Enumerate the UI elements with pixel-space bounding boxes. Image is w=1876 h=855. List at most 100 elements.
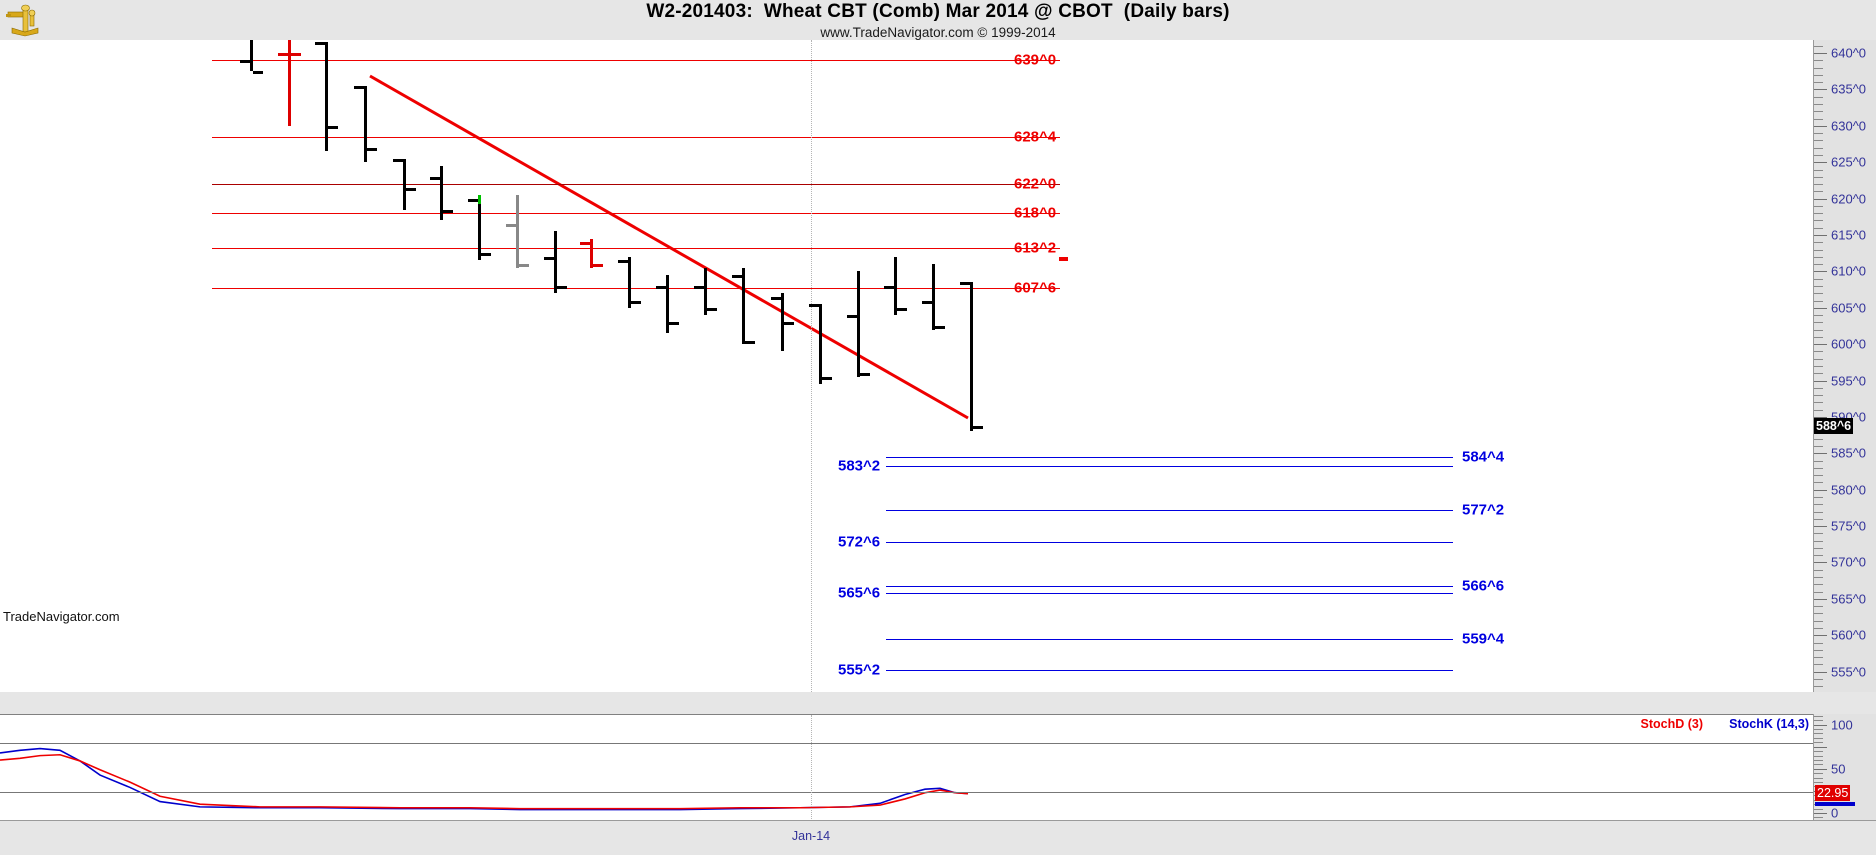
ohlc-bar-range [819, 304, 822, 385]
time-marker-line [811, 715, 813, 821]
stochastic-axis-tick [1814, 746, 1827, 748]
price-axis-tick [1814, 620, 1823, 622]
ohlc-bar-range [403, 158, 406, 210]
ohlc-bar-open-tick [809, 304, 819, 308]
chart-subtitle: www.TradeNavigator.com © 1999-2014 [820, 25, 1056, 40]
stochastic-axis-tick [1814, 817, 1823, 819]
stochastic-axis-tick [1814, 742, 1823, 744]
ohlc-bar-close-tick [784, 322, 794, 326]
price-axis-tick [1814, 380, 1827, 382]
price-axis-tick [1814, 169, 1823, 171]
ohlc-bar-range [970, 282, 973, 432]
price-level-label-red: 618^0 [1014, 204, 1057, 222]
price-axis-tick [1814, 111, 1823, 113]
stochastic-axis[interactable]: 100 50 0 22.95 [1813, 714, 1876, 820]
price-axis-tick [1814, 285, 1823, 287]
price-level-line-red[interactable] [212, 247, 1060, 249]
price-axis-tick [1814, 686, 1823, 688]
stochastic-axis-tick [1814, 733, 1823, 735]
price-level-line-red[interactable] [212, 136, 1060, 138]
ohlc-bar-close-tick [481, 253, 491, 257]
price-level-label-blue-left: 555^2 [838, 661, 881, 679]
price-axis-tick [1814, 140, 1823, 142]
price-axis-tick [1814, 373, 1823, 375]
price-axis-tick [1814, 213, 1823, 215]
price-axis-tick [1814, 518, 1823, 520]
price-level-label-blue-right: 577^2 [1462, 501, 1505, 519]
price-level-line-blue[interactable] [886, 542, 1453, 544]
price-axis-tick [1814, 198, 1827, 200]
price-axis-label: 640^0 [1831, 45, 1867, 61]
price-axis-label: 560^0 [1831, 627, 1867, 643]
price-axis-tick [1814, 555, 1823, 557]
ohlc-bar-range [628, 256, 631, 308]
ohlc-bar-open-tick [580, 242, 590, 246]
price-level-line-blue[interactable] [886, 669, 1453, 671]
last-price-marker: 588^6 [1814, 418, 1854, 435]
price-level-line-blue[interactable] [886, 586, 1453, 588]
stochastic-axis-label: 0 [1831, 805, 1839, 821]
price-axis-tick [1814, 358, 1823, 360]
price-axis-tick [1814, 613, 1823, 615]
price-axis-tick [1814, 482, 1823, 484]
ohlc-bar-range [478, 194, 481, 261]
price-axis-tick [1814, 366, 1823, 367]
ohlc-bar-open-tick [960, 282, 970, 286]
price-axis-tick [1814, 45, 1823, 47]
price-axis-tick [1814, 96, 1823, 98]
price-chart-pane[interactable]: TradeNavigator.com 639^0 628^4 622^0 618^0 6… [0, 40, 1813, 693]
ohlc-bar-open-tick [506, 224, 516, 228]
ohlc-bar-close-tick [593, 264, 603, 268]
price-axis-label: 605^0 [1831, 300, 1867, 316]
price-level-line-blue[interactable] [886, 509, 1453, 511]
stochastic-pane[interactable]: StochD (3) StochK (14,3) [0, 714, 1813, 822]
price-level-line-red[interactable] [212, 60, 1060, 62]
watermark: TradeNavigator.com [3, 609, 120, 624]
price-level-line-blue[interactable] [886, 593, 1453, 595]
ohlc-bar-open-tick [656, 285, 666, 289]
ohlc-bar-range [742, 267, 745, 345]
price-axis[interactable]: 640^0 635^0 630^0 625^0 620^0 615^0 610^0 605^0… [1813, 40, 1876, 692]
price-axis-tick [1814, 635, 1827, 637]
price-axis-tick [1814, 74, 1823, 76]
price-axis-tick [1814, 649, 1823, 651]
price-level-line-red[interactable] [212, 184, 1060, 186]
ohlc-bar-range [364, 85, 367, 163]
price-axis-tick [1814, 307, 1827, 309]
price-level-line-red[interactable] [212, 213, 1060, 215]
time-axis[interactable]: Jan-14 [0, 820, 1876, 855]
price-level-label-blue-left: 565^6 [838, 584, 881, 602]
price-axis-tick [1814, 416, 1827, 418]
price-level-line-red[interactable] [212, 287, 1060, 289]
price-axis-tick [1814, 278, 1823, 280]
ohlc-bar-range [894, 256, 897, 316]
ohlc-bar-open-tick [240, 60, 250, 64]
price-axis-tick [1814, 627, 1823, 629]
price-level-label-blue-right: 584^4 [1462, 448, 1505, 466]
price-axis-tick [1814, 642, 1823, 644]
stochastic-axis-tick [1814, 759, 1823, 761]
price-axis-tick [1814, 322, 1823, 324]
price-level-endcap [1059, 256, 1068, 261]
stochastic-axis-tick [1814, 773, 1823, 775]
price-level-line-blue[interactable] [886, 638, 1453, 640]
price-axis-tick [1814, 591, 1823, 593]
ohlc-bar-close-tick [328, 125, 338, 129]
price-axis-tick [1814, 540, 1823, 542]
price-axis-tick [1814, 475, 1823, 477]
price-level-line-blue[interactable] [886, 466, 1453, 468]
price-axis-tick [1814, 125, 1827, 127]
price-axis-tick [1814, 395, 1823, 397]
price-axis-tick [1814, 496, 1823, 498]
stochastic-axis-tick [1814, 782, 1823, 784]
stochastic-axis-label: 50 [1831, 761, 1846, 777]
price-axis-tick [1814, 147, 1823, 149]
price-axis-label: 600^0 [1831, 336, 1867, 352]
price-level-line-blue[interactable] [886, 456, 1453, 458]
stochastic-axis-tick [1814, 737, 1823, 739]
stochastic-axis-tick [1814, 751, 1823, 753]
price-axis-tick [1814, 438, 1823, 440]
ohlc-bar-open-tick [430, 176, 440, 180]
price-axis-tick [1814, 53, 1827, 55]
ohlc-bar-close-tick [367, 147, 377, 151]
